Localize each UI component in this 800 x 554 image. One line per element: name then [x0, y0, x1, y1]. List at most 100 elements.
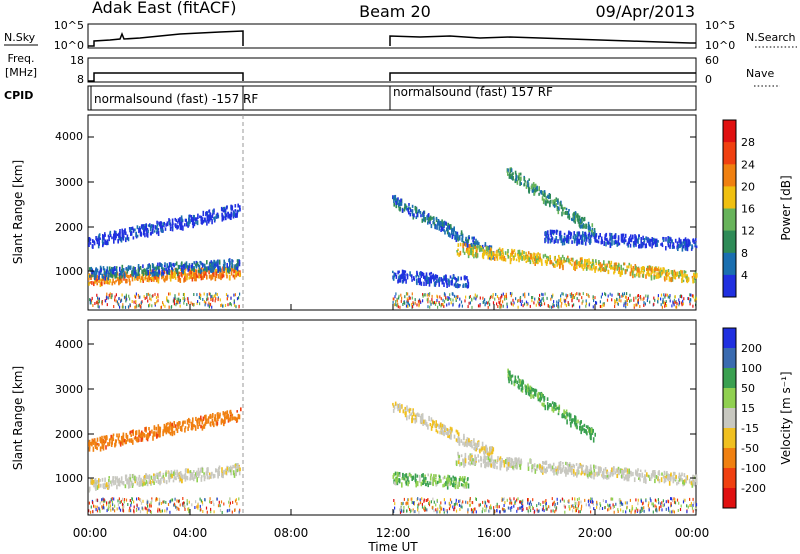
power-cell: [656, 244, 659, 247]
velocity-cell: [181, 428, 183, 432]
velocity-cell: [105, 435, 108, 440]
velocity-cell: [443, 433, 445, 437]
velocity-cell: [221, 467, 223, 473]
velocity-cell: [203, 472, 205, 477]
power-speckle: [627, 296, 629, 300]
power-speckle: [95, 301, 98, 305]
power-speckle: [523, 302, 526, 306]
power-cell: [560, 259, 563, 265]
velocity-cell: [224, 419, 226, 423]
power-speckle: [479, 296, 481, 300]
power-cell: [187, 265, 189, 270]
velocity-cell: [201, 419, 204, 425]
power-cell: [231, 259, 233, 264]
velocity-cell: [194, 425, 197, 431]
power-cell: [228, 266, 230, 270]
power-cell: [132, 266, 135, 271]
velocity-cell: [229, 469, 232, 473]
velocity-cell: [547, 404, 550, 409]
velocity-cell: [238, 471, 241, 476]
power-speckle: [236, 297, 239, 301]
noise-sky-trace-2: [389, 35, 696, 46]
power-cell: [587, 234, 590, 240]
power-speckle: [164, 304, 166, 308]
power-speckle: [618, 293, 620, 296]
power-cell: [556, 261, 558, 267]
velocity-cell: [539, 393, 542, 398]
power-cell: [468, 235, 470, 239]
power-cell: [142, 232, 145, 236]
power-speckle: [547, 304, 549, 307]
power-speckle: [440, 297, 442, 301]
velocity-cell: [489, 458, 491, 462]
power-cell: [94, 280, 97, 284]
power-speckle: [402, 303, 404, 306]
power-cell: [559, 230, 562, 236]
velocity-cell: [237, 463, 239, 468]
velocity-cell: [534, 391, 537, 397]
power-cell: [566, 211, 568, 216]
power-cell: [598, 260, 600, 264]
power-cell: [436, 224, 438, 230]
velocity-cell: [457, 484, 459, 489]
power-cell: [462, 248, 465, 253]
power-cell: [168, 262, 171, 268]
power-cell: [139, 227, 142, 233]
power-speckle: [199, 292, 201, 296]
power-speckle: [414, 298, 416, 302]
power-cell: [660, 267, 662, 272]
power-cell: [648, 267, 650, 271]
velocity-cell: [434, 425, 437, 428]
velocity-cell: [416, 412, 419, 417]
power-cell: [118, 281, 121, 285]
power-cell: [573, 266, 575, 271]
power-cell: [592, 259, 594, 262]
power-cell: [465, 236, 467, 240]
power-speckle: [139, 295, 141, 299]
power-cell: [156, 275, 158, 281]
power-cell: [692, 279, 694, 284]
velocity-cell: [206, 474, 209, 480]
power-cell: [620, 233, 623, 239]
velocity-cell: [543, 402, 545, 408]
power-cell: [214, 263, 216, 266]
velocity-cell: [131, 430, 134, 434]
velocity-cell: [190, 473, 193, 476]
velocity-cell: [628, 468, 630, 474]
velocity-cell: [663, 478, 666, 483]
power-cell: [221, 216, 224, 222]
power-cell: [172, 262, 175, 267]
power-speckle: [497, 305, 499, 308]
power-cell: [554, 198, 556, 203]
power-cell: [187, 222, 189, 225]
velocity-cell: [463, 485, 466, 489]
velocity-cell: [168, 425, 171, 430]
power-cell: [606, 237, 608, 242]
power-speckle: [411, 292, 413, 296]
power-cell: [192, 223, 194, 229]
power-speckle: [407, 299, 409, 303]
power-cell: [542, 190, 544, 195]
velocity-cell: [171, 426, 174, 432]
power-cell: [580, 234, 582, 239]
velocity-cell: [569, 467, 571, 473]
velocity-cell: [411, 418, 413, 424]
power-cell: [573, 231, 575, 236]
power-speckle: [522, 304, 524, 308]
power-cell: [432, 273, 434, 278]
power-cell: [190, 218, 193, 223]
velocity-cell: [568, 412, 571, 417]
power-speckle: [662, 300, 664, 303]
velocity-cell: [398, 403, 401, 408]
power-cell: [578, 264, 581, 268]
velocity-cell: [200, 476, 203, 482]
power-cell: [456, 231, 459, 236]
power-speckle: [689, 300, 691, 304]
power-cell: [151, 273, 154, 277]
power-cell: [605, 233, 607, 237]
power-cell: [463, 275, 466, 280]
colorbar-tick-label: 28: [741, 136, 755, 149]
velocity-cell: [521, 386, 524, 390]
velocity-cell: [695, 482, 698, 486]
power-cell: [130, 231, 132, 236]
